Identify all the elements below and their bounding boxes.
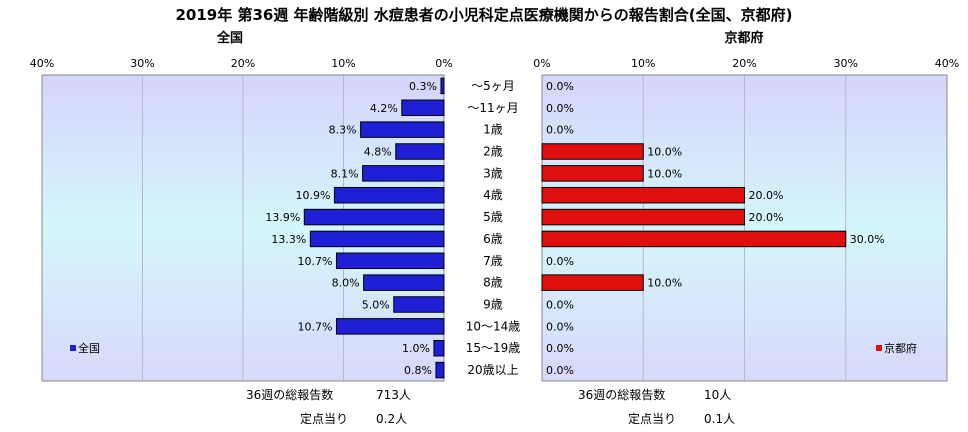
bar-national xyxy=(363,274,445,291)
data-label-kyoto: 0.0% xyxy=(546,320,574,333)
bar-national xyxy=(333,186,445,204)
data-label-national: 0.3% xyxy=(409,80,437,93)
data-label-kyoto: 10.0% xyxy=(647,146,682,159)
bar-national xyxy=(440,77,445,95)
data-label-kyoto: 20.0% xyxy=(749,189,784,202)
tick-label-kyoto: 10% xyxy=(631,57,655,70)
data-label-national: 4.8% xyxy=(364,146,392,159)
category-label: 15～19歳 xyxy=(466,341,521,355)
category-label: 10～14歳 xyxy=(466,319,521,333)
tick-label-national: 30% xyxy=(130,57,154,70)
category-label: 1歳 xyxy=(483,123,503,137)
data-label-kyoto: 0.0% xyxy=(546,299,574,312)
chart-title: 2019年 第36週 年齢階級別 水痘患者の小児科定点医療機関からの報告割合(全… xyxy=(175,6,792,24)
category-label: ～11ヶ月 xyxy=(467,101,518,115)
tick-label-kyoto: 20% xyxy=(732,57,756,70)
bar-kyoto xyxy=(541,165,644,182)
data-label-kyoto: 10.0% xyxy=(647,277,682,290)
tick-label-national: 0% xyxy=(435,57,452,70)
data-label-kyoto: 0.0% xyxy=(546,342,574,355)
category-label: 5歳 xyxy=(483,210,503,224)
kyoto-total-value: 10人 xyxy=(704,388,732,402)
kyoto-per-value: 0.1人 xyxy=(704,412,736,426)
legend-swatch-national xyxy=(70,345,76,351)
national-per-value: 0.2人 xyxy=(376,412,408,426)
data-label-national: 10.7% xyxy=(298,255,333,268)
tick-label-kyoto: 30% xyxy=(834,57,858,70)
bar-kyoto xyxy=(541,274,644,291)
category-label: 20歳以上 xyxy=(467,363,518,377)
data-label-national: 5.0% xyxy=(362,299,390,312)
bar-national xyxy=(401,99,445,117)
data-label-national: 8.1% xyxy=(331,167,359,180)
data-label-national: 13.9% xyxy=(265,211,300,224)
data-label-kyoto: 20.0% xyxy=(749,211,784,224)
bar-national xyxy=(362,165,445,182)
data-label-national: 8.3% xyxy=(329,124,357,137)
tick-label-kyoto: 40% xyxy=(935,57,959,70)
bar-kyoto xyxy=(541,208,745,226)
category-label: ～5ヶ月 xyxy=(471,79,515,93)
data-label-kyoto: 10.0% xyxy=(647,167,682,180)
kyoto-per-label: 定点当り xyxy=(628,412,677,426)
national-total-value: 713人 xyxy=(376,388,411,402)
tick-label-national: 40% xyxy=(30,57,54,70)
data-label-kyoto: 30.0% xyxy=(850,233,885,246)
legend-label-kyoto: 京都府 xyxy=(884,341,917,355)
bar-national xyxy=(335,318,445,335)
category-label: 2歳 xyxy=(483,145,503,159)
bar-kyoto xyxy=(541,230,847,248)
bar-national xyxy=(433,339,445,357)
data-label-national: 10.9% xyxy=(296,189,331,202)
data-label-kyoto: 0.0% xyxy=(546,255,574,268)
data-label-national: 13.3% xyxy=(271,233,306,246)
bar-national xyxy=(435,361,445,379)
category-label: 9歳 xyxy=(483,298,503,312)
tick-label-national: 20% xyxy=(231,57,255,70)
category-label: 4歳 xyxy=(483,188,503,202)
data-label-kyoto: 0.0% xyxy=(546,364,574,377)
bar-national xyxy=(309,230,445,248)
category-label: 3歳 xyxy=(483,166,503,180)
data-label-national: 10.7% xyxy=(298,320,333,333)
tick-label-national: 10% xyxy=(331,57,355,70)
data-label-national: 4.2% xyxy=(370,102,398,115)
bar-national xyxy=(395,143,445,160)
data-label-national: 0.8% xyxy=(404,364,432,377)
panel-title-national: 全国 xyxy=(216,30,243,46)
bar-national xyxy=(303,208,445,226)
data-label-national: 8.0% xyxy=(332,277,360,290)
bar-kyoto xyxy=(541,143,644,160)
kyoto-total-label: 36週の総報告数 xyxy=(578,388,666,402)
tick-label-kyoto: 0% xyxy=(533,57,550,70)
data-label-kyoto: 0.0% xyxy=(546,124,574,137)
legend-label-national: 全国 xyxy=(78,341,100,355)
national-per-label: 定点当り xyxy=(300,412,349,426)
data-label-kyoto: 0.0% xyxy=(546,80,574,93)
legend-swatch-kyoto xyxy=(876,345,882,351)
category-label: 6歳 xyxy=(483,232,503,246)
data-label-national: 1.0% xyxy=(402,342,430,355)
data-label-kyoto: 0.0% xyxy=(546,102,574,115)
bar-national xyxy=(393,296,445,313)
category-label: 8歳 xyxy=(483,276,503,290)
panel-title-kyoto: 京都府 xyxy=(724,30,763,46)
bar-national xyxy=(335,252,445,270)
bar-national xyxy=(360,121,445,138)
national-total-label: 36週の総報告数 xyxy=(246,388,334,402)
bar-kyoto xyxy=(541,186,745,204)
category-label: 7歳 xyxy=(483,254,503,268)
